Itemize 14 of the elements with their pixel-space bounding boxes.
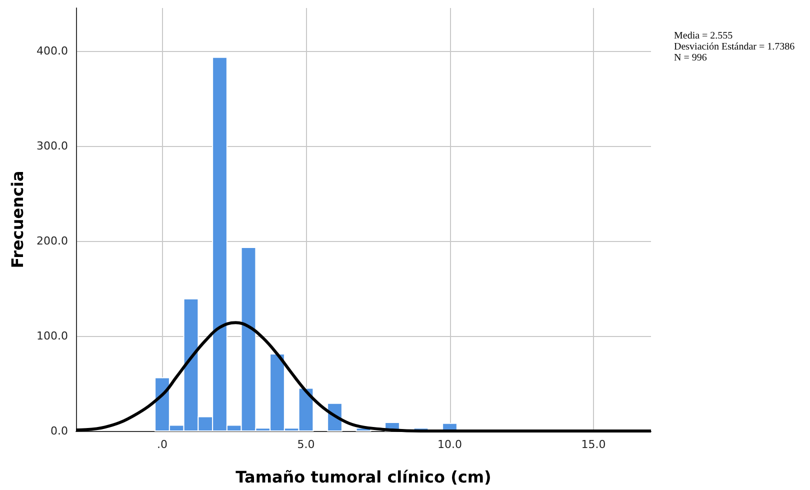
y-tick-label: 100.0: [36, 329, 68, 342]
y-tick-label: 200.0: [36, 234, 68, 248]
text: N = 996: [674, 52, 707, 64]
text: Desviación Estándar = 1.7386: [674, 42, 795, 52]
y-tick-label: 400.0: [36, 44, 68, 58]
x-tick-label: .0: [157, 438, 168, 451]
text: Media = 2.555: [674, 30, 733, 42]
y-axis-title: Frecuencia: [8, 170, 28, 268]
y-tick-label: 300.0: [36, 139, 68, 152]
x-axis-title: Tamaño tumoral clínico (cm): [236, 468, 492, 486]
y-tick-label: 0.0: [50, 424, 68, 438]
x-tick-label: 15.0: [581, 438, 606, 451]
x-tick-label: 10.0: [438, 438, 462, 451]
x-tick-label: 5.0: [297, 438, 315, 451]
